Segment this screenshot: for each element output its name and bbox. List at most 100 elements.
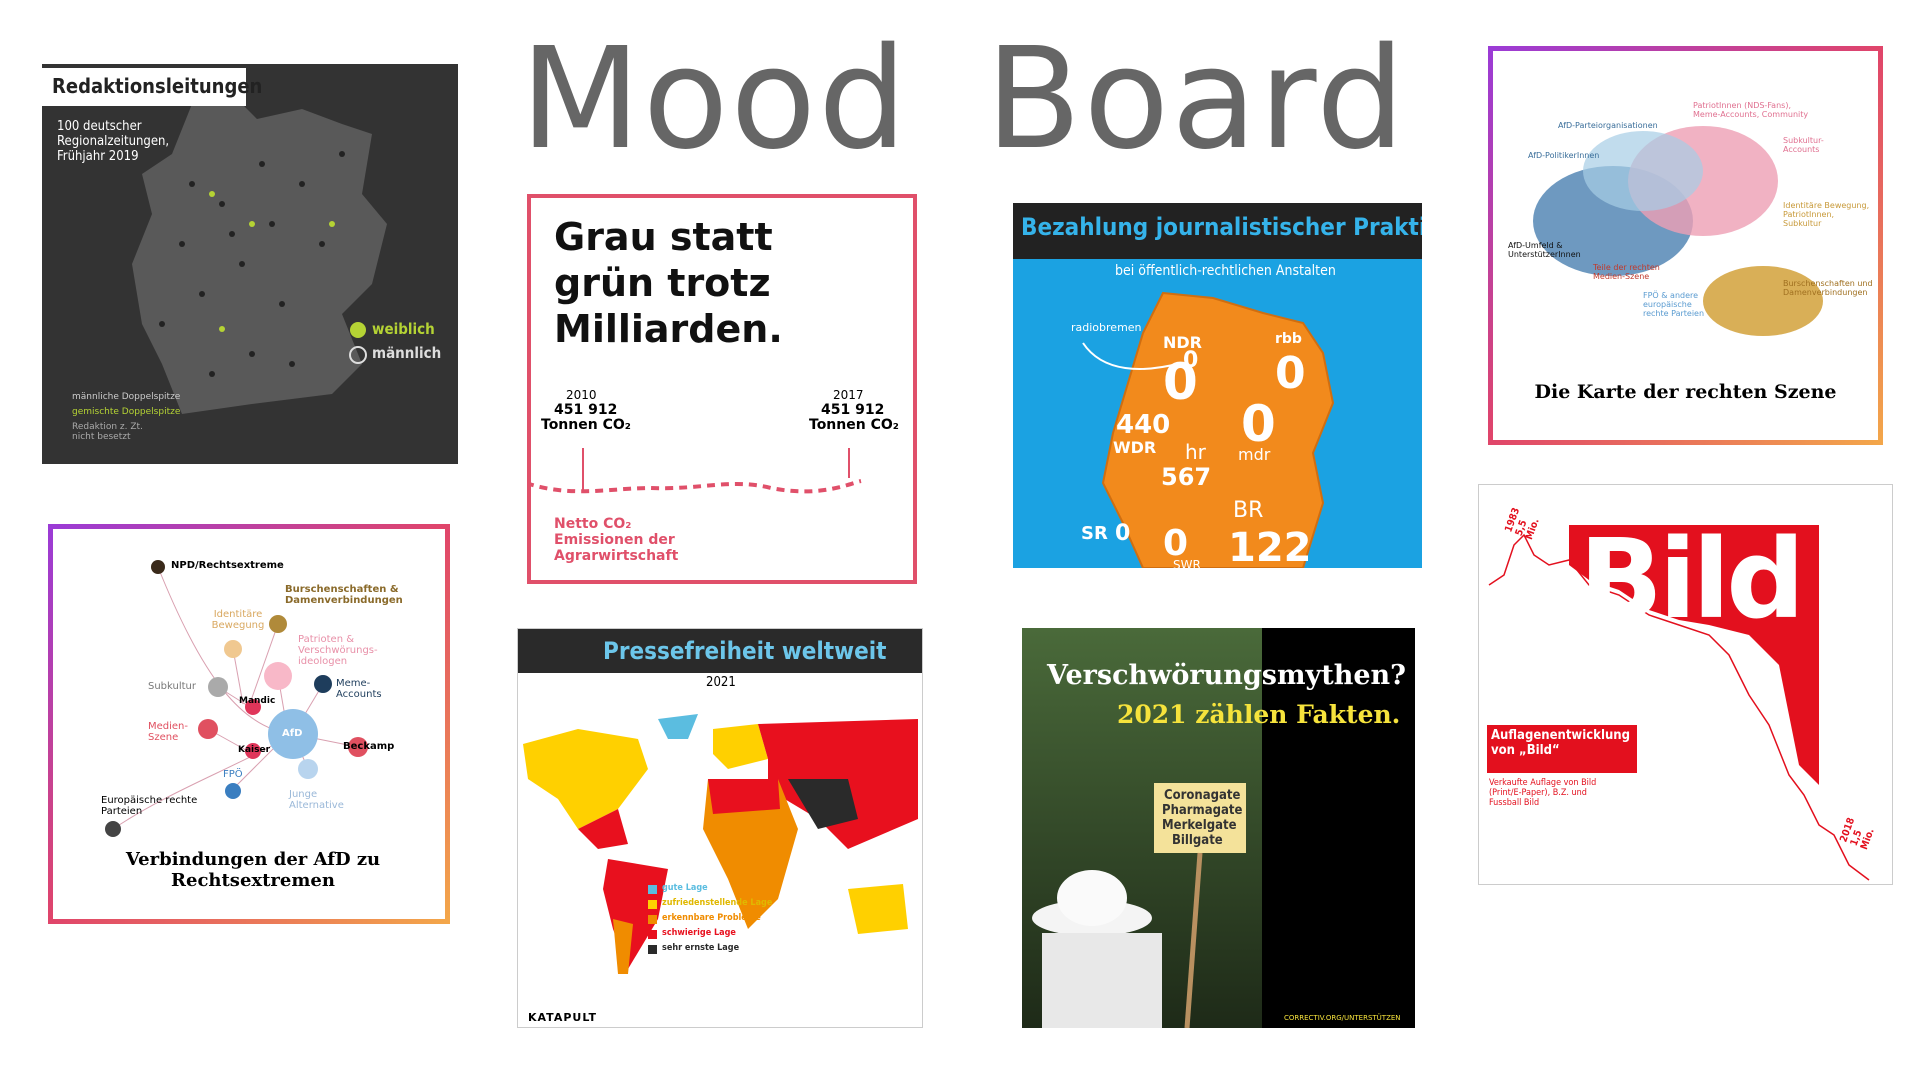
station: mdr bbox=[1238, 445, 1271, 464]
legend-swatch bbox=[648, 945, 657, 954]
legend-swatch bbox=[648, 900, 657, 909]
tile-conspiracy: Verschwörungsmythen? 2021 zählen Fakten.… bbox=[1022, 628, 1415, 1028]
label: AfD-Umfeld & UnterstützerInnen bbox=[1508, 241, 1581, 259]
asia-serious bbox=[788, 779, 858, 829]
legend-label: erkennbare Probleme bbox=[662, 913, 761, 923]
bild-shape bbox=[1569, 525, 1819, 785]
sign-stick bbox=[1184, 852, 1203, 1028]
sign-text: Billgate bbox=[1172, 833, 1223, 848]
station-value: 0 bbox=[1115, 521, 1131, 546]
node-label: Mandic bbox=[239, 696, 276, 706]
box-text: Verkaufte Auflage von Bild (Print/E-Pape… bbox=[1489, 778, 1597, 808]
node-label: AfD bbox=[282, 728, 303, 739]
station-value: 0 bbox=[1241, 395, 1276, 453]
end-year: 2017 bbox=[833, 388, 864, 402]
node bbox=[224, 640, 242, 658]
hat-top bbox=[1057, 870, 1127, 926]
tile-title: Bezahlung journalistischer Praktika bbox=[1021, 213, 1422, 241]
circulation-line bbox=[1488, 533, 1870, 881]
sign-text: Pharmagate bbox=[1162, 803, 1243, 818]
node-label: FPÖ bbox=[223, 769, 243, 780]
sign-text: Merkelgate bbox=[1162, 818, 1237, 833]
tile-subtitle: bei öffentlich-rechtlichen Anstalten bbox=[1115, 263, 1336, 279]
node-label: Identitäre Bewegung bbox=[211, 609, 265, 631]
end-unit: Tonnen CO₂ bbox=[809, 417, 899, 433]
node-label: Medien-Szene bbox=[148, 721, 189, 743]
tile-bild: Bild 1983 5,5 Mio. 2018 1,5 Mio. Auflage… bbox=[1478, 484, 1893, 885]
node bbox=[298, 759, 318, 779]
tile-press-freedom: Pressefreiheit weltweit 2021 gute Lage z… bbox=[517, 628, 923, 1028]
tile-title: Verbindungen der AfD zu Rechtsextremen bbox=[125, 849, 381, 891]
greenland bbox=[658, 714, 698, 739]
node bbox=[268, 709, 318, 759]
africa-north bbox=[708, 779, 780, 814]
node bbox=[208, 677, 228, 697]
node bbox=[264, 662, 292, 690]
station: hr bbox=[1185, 440, 1206, 464]
sign bbox=[1154, 783, 1246, 853]
node-label: Kaiser bbox=[238, 745, 271, 755]
node bbox=[245, 699, 261, 715]
node-label: Patrioten & Verschwörungs-ideologen bbox=[298, 634, 378, 667]
station-value: 0 bbox=[1163, 523, 1189, 564]
caption: Netto CO₂ Emissionen der Agrarwirtschaft bbox=[554, 516, 679, 564]
info-box bbox=[1487, 725, 1637, 773]
key-vacant: Redaktion z. Zt. nicht besetzt bbox=[72, 422, 143, 442]
label: AfD-PolitikerInnen bbox=[1528, 151, 1600, 160]
legend-swatch bbox=[648, 930, 657, 939]
start-year: 2010 bbox=[566, 388, 597, 402]
node-label: Europäische rechte Parteien bbox=[101, 795, 198, 817]
start-unit: Tonnen CO₂ bbox=[541, 417, 631, 433]
station-value: 567 bbox=[1161, 463, 1212, 491]
tile-network-map: AfD-Parteiorganisationen AfD-PolitikerIn… bbox=[1488, 46, 1883, 445]
title-bar bbox=[518, 629, 922, 673]
node bbox=[269, 615, 287, 633]
tile-subtitle: 2021 bbox=[706, 675, 736, 690]
germany-map bbox=[1082, 291, 1335, 568]
legend-label: zufriedenstellende Lage bbox=[662, 898, 773, 908]
station: SWR bbox=[1173, 558, 1201, 568]
label: FPÖ & andere europäische rechte Parteien bbox=[1643, 291, 1705, 318]
station-value: 0 bbox=[1183, 348, 1199, 373]
circulation-chart bbox=[1488, 525, 1870, 881]
sign-text: Coronagate bbox=[1164, 788, 1241, 803]
node bbox=[314, 675, 332, 693]
bremen-arrow bbox=[1082, 342, 1182, 370]
label: Identitäre Bewegung, PatriotInnen, Subku… bbox=[1783, 201, 1870, 228]
blob-gold bbox=[1703, 266, 1823, 336]
box-title: Auflagenentwicklung von „Bild“ bbox=[1491, 728, 1630, 758]
south-america-south bbox=[613, 919, 633, 974]
north-america bbox=[523, 729, 648, 829]
legend-label: sehr ernste Lage bbox=[662, 943, 740, 953]
world-map bbox=[523, 714, 918, 974]
legend-male: männlich bbox=[372, 344, 442, 362]
legend-swatch bbox=[648, 885, 657, 894]
node bbox=[245, 743, 261, 759]
photo bbox=[1022, 628, 1262, 1028]
title-bar bbox=[1013, 203, 1422, 259]
tile-title: Redaktionsleitungen bbox=[52, 74, 263, 98]
node bbox=[225, 783, 241, 799]
germany-map bbox=[132, 94, 387, 414]
node bbox=[105, 821, 121, 837]
station: radiobremen bbox=[1071, 321, 1142, 334]
tile-title: Die Karte der rechten Szene bbox=[1534, 381, 1837, 403]
tile-internships: Bezahlung journalistischer Praktika bei … bbox=[1013, 203, 1422, 568]
station: WDR bbox=[1113, 438, 1157, 457]
bild-logo: Bild bbox=[1579, 515, 1805, 643]
brand: KATAPULT bbox=[528, 1011, 598, 1024]
board-title: Mood Board bbox=[520, 18, 1407, 181]
label: Burschenschaften und Damenverbindungen bbox=[1783, 279, 1873, 297]
africa bbox=[703, 779, 798, 929]
tile-subtitle: 100 deutscher Regionalzeitungen, Frühjah… bbox=[57, 119, 170, 164]
person bbox=[1042, 933, 1162, 1028]
tile-title: Pressefreiheit weltweit bbox=[603, 637, 887, 665]
tile-co2: Grau statt grün trotz Milliarden. 2010 4… bbox=[527, 194, 917, 584]
europe bbox=[713, 724, 768, 769]
legend-label: gute Lage bbox=[662, 883, 708, 893]
south-america bbox=[603, 859, 668, 969]
title-box bbox=[42, 68, 246, 106]
node bbox=[151, 560, 165, 574]
legend-female: weiblich bbox=[372, 320, 435, 338]
